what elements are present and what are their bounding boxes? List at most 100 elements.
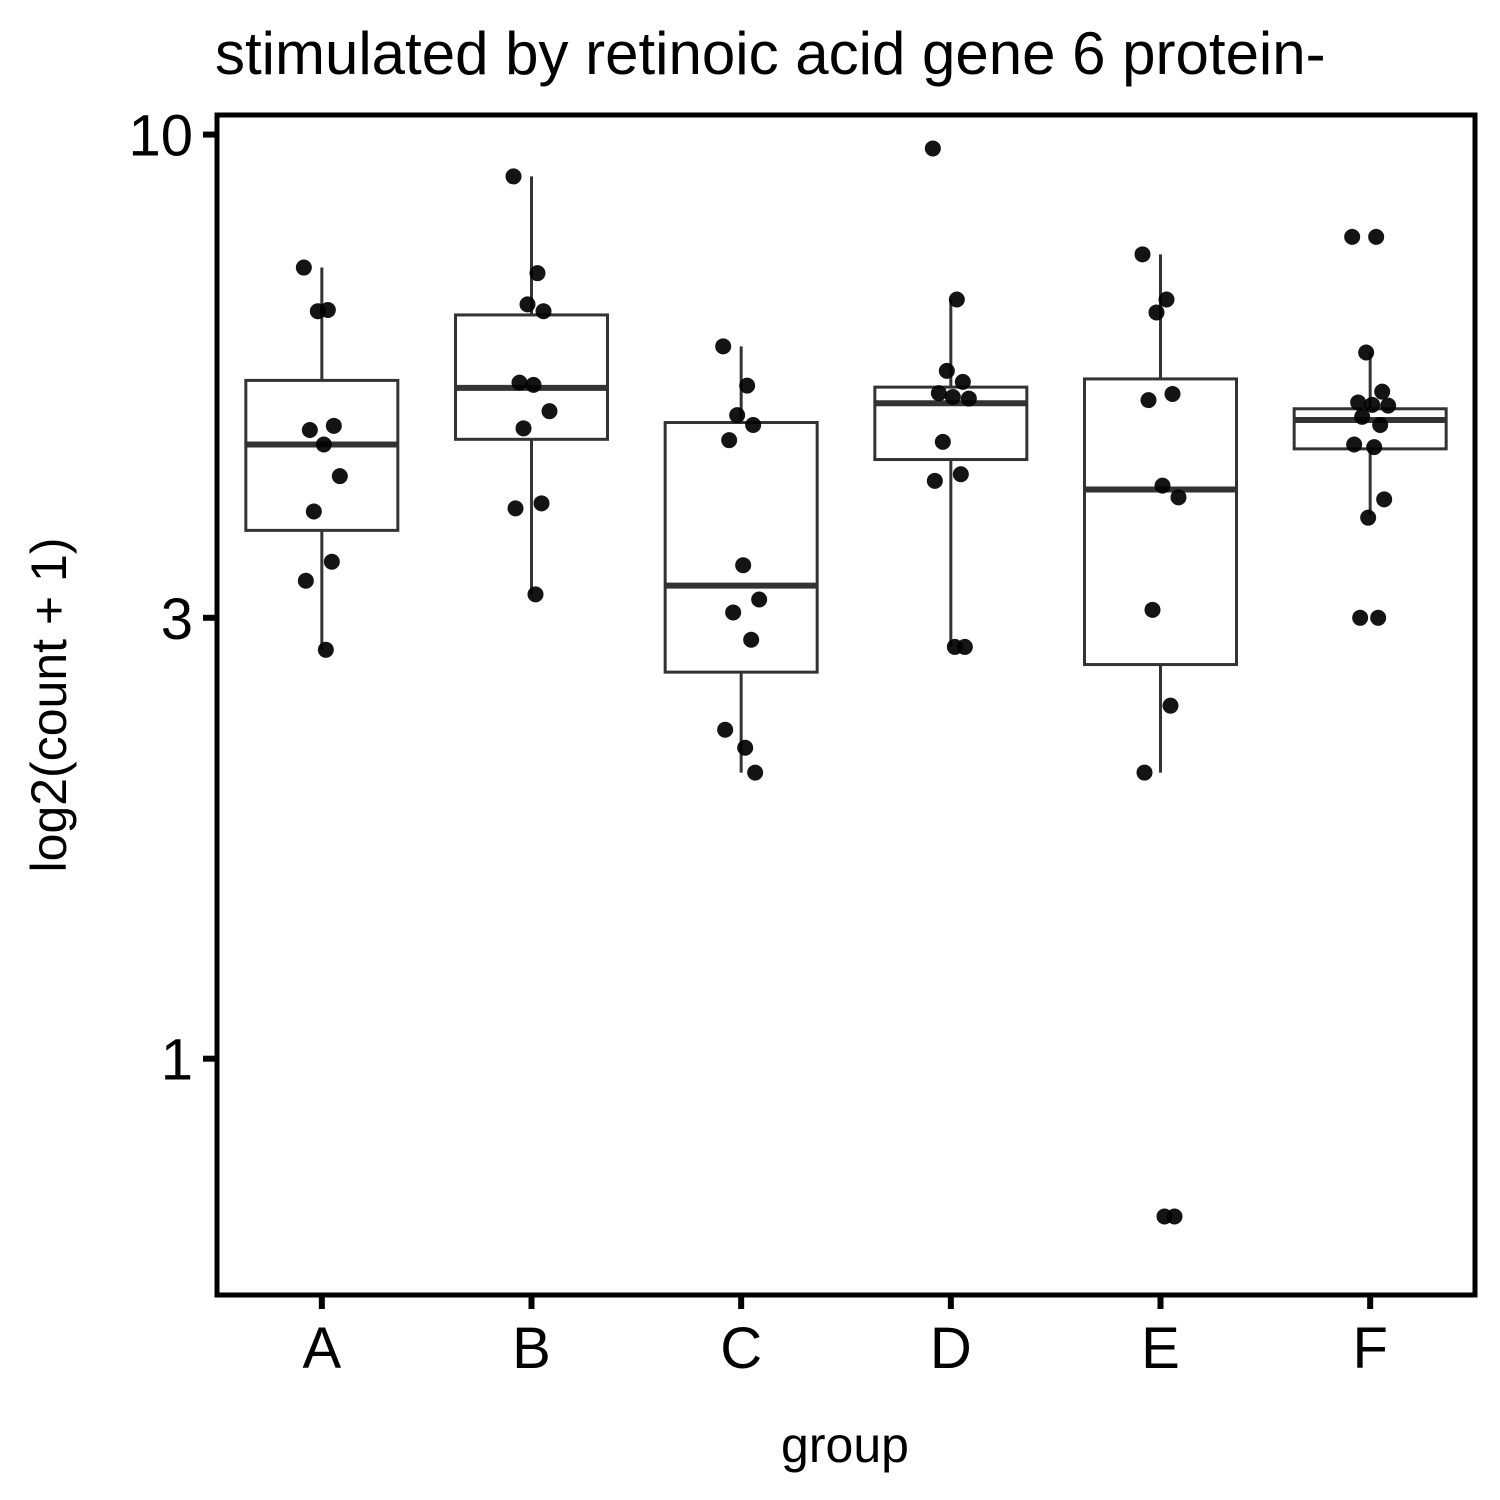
data-point xyxy=(515,420,532,437)
data-point xyxy=(1166,1208,1183,1225)
data-point xyxy=(1370,609,1387,626)
box-iqr xyxy=(663,421,819,674)
data-point xyxy=(505,168,522,185)
data-point xyxy=(721,432,738,449)
data-point xyxy=(952,466,969,483)
data-point xyxy=(317,641,334,658)
points-B xyxy=(505,168,558,603)
data-point xyxy=(1162,697,1179,714)
data-point xyxy=(323,553,340,570)
y-tick-label: 10 xyxy=(128,104,193,169)
box-A xyxy=(244,267,400,650)
data-point xyxy=(1376,491,1393,508)
data-point xyxy=(331,468,348,485)
data-point xyxy=(1372,416,1389,433)
data-point xyxy=(1366,439,1383,456)
data-point xyxy=(1380,397,1397,414)
data-point xyxy=(715,338,732,355)
data-point xyxy=(301,421,318,438)
data-point xyxy=(737,739,754,756)
data-point xyxy=(1158,291,1175,308)
data-point xyxy=(507,500,524,517)
panel-border xyxy=(214,112,1478,1298)
box-iqr xyxy=(1083,377,1238,667)
data-point xyxy=(1144,601,1161,618)
x-tick-label-D: D xyxy=(930,1316,972,1381)
data-point xyxy=(325,417,342,434)
data-point xyxy=(315,436,332,453)
data-point xyxy=(1350,394,1367,411)
data-point xyxy=(948,291,965,308)
data-point xyxy=(305,503,322,520)
data-point xyxy=(1346,436,1363,453)
x-axis-title: group xyxy=(781,1417,909,1473)
data-point xyxy=(960,390,977,407)
data-point xyxy=(1364,396,1381,413)
data-point xyxy=(297,572,314,589)
plot-area xyxy=(244,140,1448,1225)
data-point xyxy=(511,374,528,391)
data-point xyxy=(743,631,760,648)
x-tick-label-C: C xyxy=(720,1316,762,1381)
data-point xyxy=(529,265,546,282)
data-point xyxy=(751,591,768,608)
data-point xyxy=(525,376,542,393)
x-tick-label-A: A xyxy=(302,1316,341,1381)
data-point xyxy=(541,403,558,420)
y-tick-label: 3 xyxy=(161,587,193,652)
box-iqr xyxy=(1292,407,1448,451)
y-axis: 1 3 10 xyxy=(128,104,217,1093)
data-point xyxy=(1134,246,1151,263)
x-tick-label-E: E xyxy=(1141,1316,1180,1381)
data-point xyxy=(535,303,552,320)
y-axis-title: log2(count + 1) xyxy=(21,538,77,873)
box-C xyxy=(663,346,819,773)
points-D xyxy=(924,140,977,655)
data-point xyxy=(938,362,955,379)
data-point xyxy=(954,373,971,390)
data-point xyxy=(1148,304,1165,321)
data-point xyxy=(735,557,752,574)
chart-title: stimulated by retinoic acid gene 6 prote… xyxy=(215,20,1326,87)
data-point xyxy=(729,407,746,424)
data-point xyxy=(1136,764,1153,781)
data-point xyxy=(1344,228,1361,245)
points-F xyxy=(1344,228,1397,626)
y-tick-label: 1 xyxy=(161,1028,193,1093)
data-point xyxy=(533,495,550,512)
x-axis: A B C D E F xyxy=(302,1295,1388,1381)
data-point xyxy=(1140,392,1157,409)
data-point xyxy=(1360,509,1377,526)
data-point xyxy=(944,389,961,406)
data-point xyxy=(1374,383,1391,400)
box-iqr xyxy=(244,378,400,532)
box-F xyxy=(1292,352,1448,515)
data-point xyxy=(1154,477,1171,494)
points-A xyxy=(295,259,348,658)
data-point xyxy=(956,638,973,655)
data-point xyxy=(1368,228,1385,245)
data-point xyxy=(747,764,764,781)
data-point xyxy=(745,416,762,433)
data-point xyxy=(725,604,742,621)
x-tick-label-F: F xyxy=(1352,1316,1387,1381)
data-point xyxy=(930,385,947,402)
data-point xyxy=(295,259,312,276)
data-point xyxy=(924,140,941,157)
data-point xyxy=(739,377,756,394)
box-E xyxy=(1083,254,1238,773)
box-D xyxy=(873,299,1029,647)
data-point xyxy=(1352,609,1369,626)
data-point xyxy=(1164,385,1181,402)
data-point xyxy=(309,303,326,320)
data-point xyxy=(1170,489,1187,506)
data-point xyxy=(1354,408,1371,425)
data-point xyxy=(527,586,544,603)
points-C xyxy=(715,338,768,781)
data-point xyxy=(934,433,951,450)
points-E xyxy=(1134,246,1187,1225)
data-point xyxy=(519,296,536,313)
data-point xyxy=(926,472,943,489)
x-tick-label-B: B xyxy=(512,1316,551,1381)
